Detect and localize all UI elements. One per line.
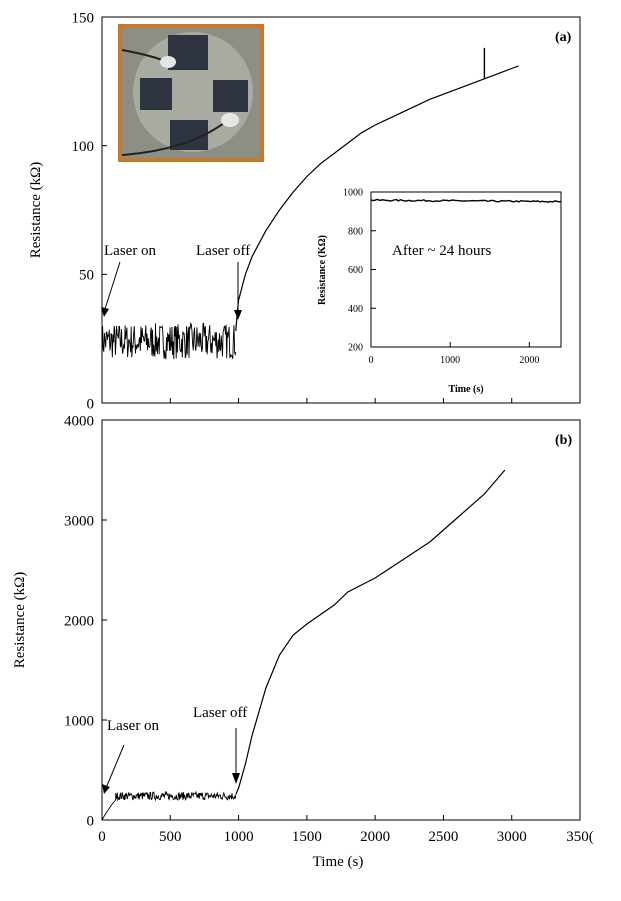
panel-b-x-axis: 0 500 1000 1500 2000 2500 3000 350( — [98, 815, 594, 845]
inset-y-tick-label: 800 — [348, 226, 363, 237]
panel-a-x-axis — [101, 398, 581, 403]
panel-b-frame — [101, 419, 581, 821]
panel-b-noise-line — [101, 790, 237, 821]
inset-x-label: Time (s) — [448, 384, 483, 395]
panel-b-y-tick-label: 2000 — [64, 613, 94, 629]
inset-x-tick-label: 1000 — [440, 355, 460, 366]
inset-y-tick-label: 400 — [348, 304, 363, 315]
panel-b-y-tick-label: 4000 — [64, 413, 94, 429]
panel-a-arrowhead-laser-on — [101, 307, 109, 317]
panel-b-arrowhead-laser-on — [102, 784, 110, 794]
sample-photo — [118, 24, 264, 162]
panel-b-arrow-laser-on — [105, 744, 125, 789]
panel-b-y-axis: 0 1000 2000 3000 4000 — [64, 413, 107, 829]
panel-b-x-tick-label: 3000 — [497, 829, 527, 845]
panel-a-series-line — [235, 65, 519, 331]
panel-b-y-tick-label: 1000 — [64, 713, 94, 729]
inset-y-tick-label: 600 — [348, 265, 363, 276]
inset-x-tick-label: 0 — [369, 355, 374, 366]
inset-series-line — [370, 198, 562, 203]
panel-b-y-tick-label: 0 — [87, 813, 95, 829]
inset-annotation: After ~ 24 hours — [392, 243, 492, 259]
inset-y-tick-label: 1000 — [343, 188, 363, 199]
panel-b-x-tick-label: 1000 — [224, 829, 254, 845]
panel-b-x-tick-label: 500 — [159, 829, 182, 845]
panel-b-x-tick-label: 1500 — [292, 829, 322, 845]
panel-a-annotation-laser-on: Laser on — [104, 243, 157, 259]
panel-a-y-label: Resistance (kΩ) — [28, 162, 44, 259]
inset-y-axis: 200 400 600 800 1000 — [343, 188, 376, 354]
panel-a-label: (a) — [555, 30, 572, 45]
panel-a-annotation-laser-off: Laser off — [196, 243, 250, 259]
panel-b-arrowhead-laser-off — [232, 773, 240, 784]
panel-b-label: (b) — [555, 433, 572, 448]
panel-b-y-label: Resistance (kΩ) — [12, 572, 28, 669]
panel-b-x-tick-label: 0 — [98, 829, 106, 845]
panel-a-y-tick-label: 100 — [72, 139, 95, 155]
panel-a-noise-line — [101, 321, 237, 360]
panel-a-frame — [101, 16, 581, 404]
panel-b-annotation-laser-off: Laser off — [193, 705, 247, 721]
panel-b-y-tick-label: 3000 — [64, 513, 94, 529]
panel-a-y-tick-label: 0 — [87, 396, 95, 412]
panel-b-x-label: Time (s) — [313, 854, 364, 870]
panel-a-y-tick-label: 50 — [79, 268, 94, 284]
inset-frame — [370, 191, 562, 348]
inset-y-label: Resistance (KΩ) — [317, 235, 328, 305]
inset-y-tick-label: 200 — [348, 343, 363, 354]
panel-b-x-tick-label: 350( — [566, 829, 594, 845]
panel-a-y-tick-label: 150 — [72, 10, 95, 26]
panel-b-x-tick-label: 2000 — [360, 829, 390, 845]
inset-x-tick-label: 2000 — [519, 355, 539, 366]
inset-x-axis: 0 1000 2000 — [369, 342, 539, 366]
panel-a-y-axis: 0 50 100 150 — [72, 10, 107, 412]
panel-b-x-tick-label: 2500 — [428, 829, 458, 845]
panel-b-series-line — [235, 469, 506, 795]
panel-b-annotation-laser-on: Laser on — [107, 718, 160, 734]
panel-a-arrow-laser-on — [103, 261, 121, 313]
panel-a-arrowhead-laser-off — [234, 310, 242, 320]
